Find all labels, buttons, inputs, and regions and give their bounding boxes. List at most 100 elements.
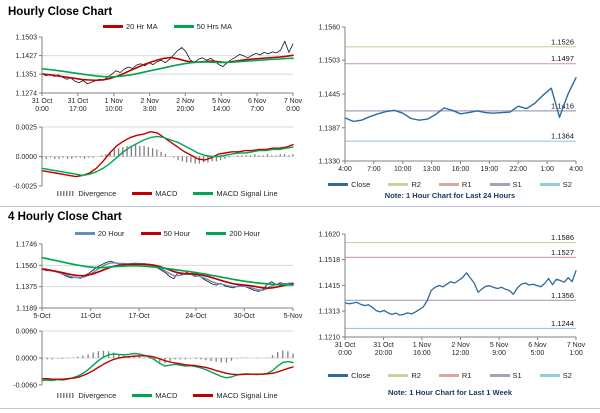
legend-item-r2: R2 bbox=[388, 180, 421, 189]
legend-label: S2 bbox=[562, 180, 572, 189]
s1-level-label: 1.1356 bbox=[551, 291, 574, 300]
hourly-pivot-chart-24h: 1.1526 1.1497 1.1416 1.1364 1.1560 1.1503 1.14… bbox=[319, 25, 583, 174]
legend-label: MACD bbox=[155, 391, 178, 400]
line-swatch bbox=[173, 25, 194, 28]
y-tick-label: 1.1351 bbox=[16, 72, 38, 79]
legend-label: 20 Hour bbox=[97, 229, 125, 238]
legend-label: R2 bbox=[411, 371, 421, 380]
y-tick-label: 1.1415 bbox=[319, 283, 341, 290]
fourhourly-macd-legend: Divergence MACD MACD Signal Line bbox=[40, 391, 295, 400]
legend-item-20-hr-ma: 20 Hr MA bbox=[102, 22, 158, 31]
line-swatch bbox=[193, 394, 214, 397]
y-tick-label: 1.1503 bbox=[319, 58, 341, 65]
legend-label: 200 Hour bbox=[229, 229, 261, 238]
x-tick-label: 7 Nov 1:00 bbox=[567, 342, 586, 357]
legend-label: S1 bbox=[512, 180, 522, 189]
x-tick-label: 30-Oct bbox=[234, 313, 255, 320]
legend-item-divergence: Divergence bbox=[57, 391, 116, 400]
hourly-close-line bbox=[41, 40, 294, 85]
x-tick-label: 1 Nov 10:00 bbox=[105, 98, 124, 113]
line-swatch bbox=[206, 232, 227, 235]
y-tick-label: 1.1503 bbox=[16, 35, 38, 42]
right-week-legend: Close R2 R1 S1 S2 bbox=[318, 371, 582, 380]
r2-level-label: 1.1586 bbox=[551, 233, 574, 242]
y-tick-label: 1.1387 bbox=[319, 125, 341, 132]
legend-item-50-hrs-ma: 50 Hrs MA bbox=[173, 22, 233, 31]
x-tick-label: 31 Oct 20:00 bbox=[373, 342, 394, 357]
y-tick-label: 0.0000 bbox=[16, 356, 38, 363]
legend-label: Close bbox=[351, 180, 371, 189]
right-week-note: Note: 1 Hour Chart for Last 1 Week bbox=[387, 388, 513, 397]
line-swatch bbox=[102, 25, 123, 28]
four-hourly-macd-chart: 0.0060 0.0000 -0.0060 bbox=[13, 329, 294, 390]
legend-label: 20 Hr MA bbox=[125, 22, 158, 31]
y-tick-label: 1.1274 bbox=[16, 91, 38, 98]
y-tick-label: 0.0000 bbox=[16, 154, 38, 161]
y-tick-label: 1.1189 bbox=[16, 306, 37, 313]
20-hr-ma-line bbox=[41, 54, 294, 82]
legend-item-s1: S1 bbox=[489, 180, 522, 189]
x-tick-label: 6 Nov 5:00 bbox=[528, 342, 547, 357]
r1-level-label: 1.1527 bbox=[551, 248, 574, 257]
legend-item-s2: S2 bbox=[539, 180, 572, 189]
x-tick-label: 5 Nov 14:00 bbox=[212, 98, 231, 113]
legend-label: Divergence bbox=[78, 189, 117, 198]
line-swatch bbox=[438, 374, 459, 377]
line-swatch bbox=[132, 394, 153, 397]
hourly-pivot-chart-1week: 1.1586 1.1527 1.1356 1.1244 1.1620 1.1518 1.14… bbox=[319, 232, 586, 358]
s1-level-label: 1.1416 bbox=[551, 101, 574, 110]
x-tick-label: 31 Oct 0:00 bbox=[32, 98, 53, 113]
r2-level-label: 1.1526 bbox=[551, 37, 574, 46]
y-tick-label: 0.0060 bbox=[16, 329, 38, 336]
legend-item-r2: R2 bbox=[388, 371, 421, 380]
x-tick-label: 24-Oct bbox=[185, 313, 206, 320]
x-tick-label: 6 Nov 7:00 bbox=[248, 98, 267, 113]
close-line bbox=[344, 77, 577, 123]
y-tick-label: -0.0025 bbox=[13, 184, 37, 191]
y-tick-label: 1.1445 bbox=[319, 92, 341, 99]
x-tick-label: 7 Nov 0:00 bbox=[284, 98, 303, 113]
right-24h-legend: Close R2 R1 S1 S2 bbox=[318, 180, 582, 189]
line-swatch bbox=[489, 374, 510, 377]
line-swatch bbox=[539, 183, 560, 186]
line-swatch bbox=[193, 192, 214, 195]
legend-label: Divergence bbox=[78, 391, 117, 400]
legend-item-r1: R1 bbox=[438, 371, 472, 380]
legend-label: MACD Signal Line bbox=[216, 391, 278, 400]
line-swatch bbox=[74, 232, 95, 235]
200-hour-line bbox=[41, 256, 294, 286]
legend-label: 50 Hrs MA bbox=[196, 22, 233, 31]
r1-level-label: 1.1497 bbox=[551, 54, 574, 63]
hourly-macd-legend: Divergence MACD MACD Signal Line bbox=[40, 189, 295, 198]
y-tick-label: 1.1560 bbox=[319, 25, 341, 32]
horizontal-divider-bottom bbox=[0, 408, 600, 409]
x-tick-label: 2 Nov 3:00 bbox=[141, 98, 160, 113]
line-swatch bbox=[489, 183, 510, 186]
line-swatch bbox=[539, 374, 560, 377]
legend-item-s1: S1 bbox=[489, 371, 522, 380]
x-tick-label: 31 Oct 0:00 bbox=[335, 342, 356, 357]
legend-item-close: Close bbox=[328, 371, 370, 380]
line-swatch bbox=[328, 183, 349, 186]
y-tick-label: 0.0025 bbox=[16, 125, 38, 132]
legend-label: MACD Signal Line bbox=[216, 189, 278, 198]
legend-label: MACD bbox=[155, 189, 178, 198]
legend-label: S2 bbox=[562, 371, 572, 380]
x-tick-label: 16:00 bbox=[452, 166, 470, 173]
x-tick-label: 2 Nov 20:00 bbox=[176, 98, 195, 113]
line-swatch bbox=[132, 192, 153, 195]
y-tick-label: 1.1518 bbox=[319, 257, 341, 264]
fourhourly-chart-title: 4 Hourly Close Chart bbox=[8, 211, 122, 223]
horizontal-divider bbox=[0, 206, 600, 207]
close-line bbox=[344, 270, 577, 316]
legend-label: R2 bbox=[411, 180, 421, 189]
line-swatch bbox=[388, 183, 409, 186]
x-tick-label: 7:00 bbox=[367, 166, 381, 173]
legend-item-200-hour: 200 Hour bbox=[206, 229, 260, 238]
x-tick-label: 1:00 bbox=[540, 166, 554, 173]
y-tick-label: 1.1560 bbox=[16, 263, 38, 270]
hourly-macd-chart: 0.0025 0.0000 -0.0025 bbox=[13, 125, 294, 191]
legend-item-divergence: Divergence bbox=[57, 189, 116, 198]
x-tick-label: 4:00 bbox=[338, 166, 352, 173]
bar-swatch bbox=[57, 191, 76, 196]
